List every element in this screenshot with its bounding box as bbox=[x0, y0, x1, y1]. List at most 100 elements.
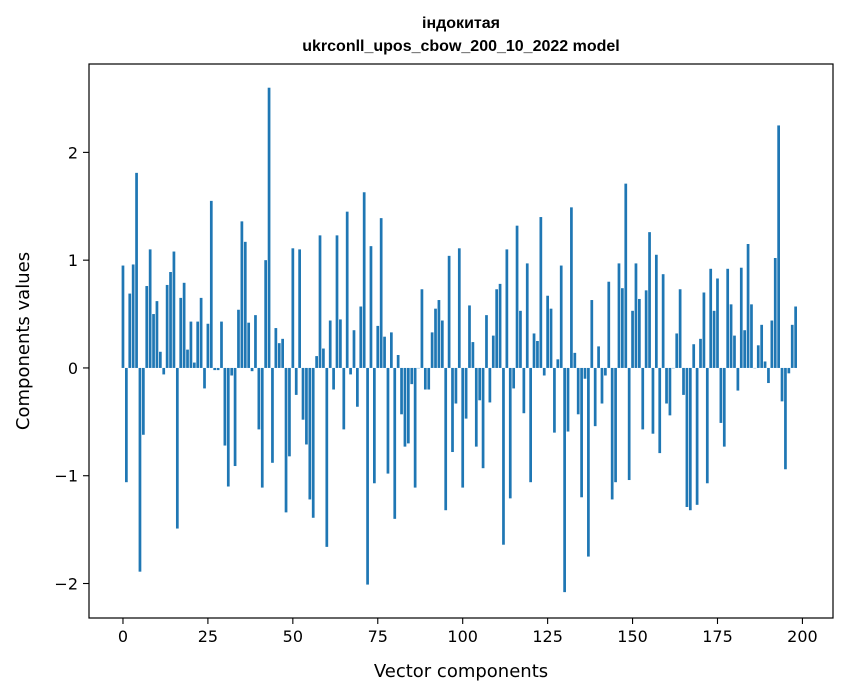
x-tick-label: 175 bbox=[702, 627, 733, 646]
bar-171 bbox=[702, 292, 706, 368]
bar-117 bbox=[519, 310, 522, 368]
bar-52 bbox=[298, 249, 301, 368]
bar-151 bbox=[634, 263, 638, 368]
bar-58 bbox=[318, 235, 322, 368]
bar-167 bbox=[688, 367, 692, 511]
bar-42 bbox=[264, 260, 268, 368]
bar-78 bbox=[386, 367, 390, 474]
bar-43 bbox=[267, 87, 271, 368]
bar-57 bbox=[315, 356, 318, 368]
bar-100 bbox=[461, 367, 465, 488]
bar-196 bbox=[787, 367, 791, 374]
bar-18 bbox=[182, 282, 186, 368]
bars-group bbox=[121, 87, 797, 593]
bar-71 bbox=[362, 192, 366, 368]
plot-frame bbox=[88, 63, 834, 619]
y-tick-label: 2 bbox=[68, 143, 78, 162]
bar-164 bbox=[678, 289, 682, 368]
bar-56 bbox=[311, 367, 315, 518]
bar-0 bbox=[121, 265, 125, 368]
x-tick-label: 150 bbox=[617, 627, 648, 646]
bar-14 bbox=[169, 272, 172, 368]
bar-106 bbox=[481, 367, 485, 469]
bar-175 bbox=[716, 278, 719, 368]
bar-144 bbox=[610, 367, 614, 500]
bar-172 bbox=[705, 367, 709, 484]
bar-86 bbox=[413, 367, 417, 488]
bar-73 bbox=[369, 246, 373, 368]
bar-137 bbox=[587, 367, 590, 557]
bar-44 bbox=[271, 367, 274, 463]
bar-104 bbox=[474, 367, 478, 447]
bar-150 bbox=[631, 310, 634, 368]
bar-130 bbox=[563, 367, 566, 593]
bar-80 bbox=[393, 367, 397, 519]
bar-16 bbox=[175, 367, 179, 529]
bar-37 bbox=[247, 322, 251, 368]
bar-136 bbox=[583, 367, 587, 379]
bar-93 bbox=[437, 300, 441, 368]
bar-3 bbox=[131, 264, 135, 368]
bar-83 bbox=[403, 367, 407, 447]
bar-121 bbox=[532, 333, 536, 368]
bar-7 bbox=[145, 286, 149, 368]
bar-101 bbox=[464, 367, 468, 419]
bar-148 bbox=[624, 183, 628, 368]
bar-198 bbox=[794, 306, 797, 368]
bar-17 bbox=[179, 297, 183, 368]
y-ticks-group: −2 −1 0 1 2 bbox=[54, 143, 89, 594]
bar-142 bbox=[604, 367, 607, 376]
bar-48 bbox=[284, 367, 288, 513]
bar-26 bbox=[209, 200, 213, 368]
bar-145 bbox=[614, 367, 617, 483]
bar-131 bbox=[566, 367, 570, 432]
bar-116 bbox=[515, 225, 519, 368]
bar-89 bbox=[423, 367, 427, 390]
bar-46 bbox=[277, 343, 281, 368]
bar-124 bbox=[542, 367, 546, 376]
bar-111 bbox=[498, 283, 502, 368]
bar-38 bbox=[250, 367, 254, 372]
bar-66 bbox=[345, 211, 349, 368]
bar-2 bbox=[128, 293, 132, 368]
x-axis-label: Vector components bbox=[374, 661, 548, 682]
bar-5 bbox=[138, 367, 142, 572]
bar-75 bbox=[376, 325, 380, 368]
x-tick-label: 75 bbox=[368, 627, 388, 646]
bar-156 bbox=[651, 367, 655, 434]
bar-13 bbox=[165, 284, 169, 368]
y-tick-label: 1 bbox=[68, 251, 78, 270]
bar-153 bbox=[641, 367, 645, 430]
bar-77 bbox=[383, 336, 386, 368]
bar-107 bbox=[485, 315, 488, 368]
bar-181 bbox=[736, 367, 740, 391]
bar-132 bbox=[570, 207, 573, 368]
bar-99 bbox=[457, 248, 461, 368]
bar-15 bbox=[172, 251, 176, 368]
y-tick-label: −1 bbox=[54, 467, 78, 486]
bar-174 bbox=[712, 310, 716, 368]
bar-139 bbox=[593, 367, 597, 427]
bar-184 bbox=[746, 244, 750, 368]
bar-27 bbox=[213, 367, 217, 371]
bar-24 bbox=[203, 367, 206, 389]
y-tick-label: 0 bbox=[68, 359, 78, 378]
bar-29 bbox=[220, 321, 223, 368]
bar-95 bbox=[444, 367, 448, 511]
bar-20 bbox=[189, 321, 193, 368]
y-axis-label: Components values bbox=[13, 252, 34, 430]
bar-45 bbox=[274, 328, 278, 368]
bar-178 bbox=[726, 268, 730, 368]
bar-183 bbox=[743, 330, 747, 368]
bar-103 bbox=[471, 342, 475, 368]
bar-72 bbox=[366, 367, 369, 585]
bar-187 bbox=[756, 345, 760, 368]
bar-1 bbox=[125, 367, 128, 483]
bar-114 bbox=[508, 367, 512, 499]
bar-54 bbox=[305, 367, 308, 445]
bar-67 bbox=[349, 367, 352, 375]
x-tick-label: 0 bbox=[118, 627, 128, 646]
bar-9 bbox=[152, 314, 155, 368]
bar-161 bbox=[668, 367, 672, 416]
